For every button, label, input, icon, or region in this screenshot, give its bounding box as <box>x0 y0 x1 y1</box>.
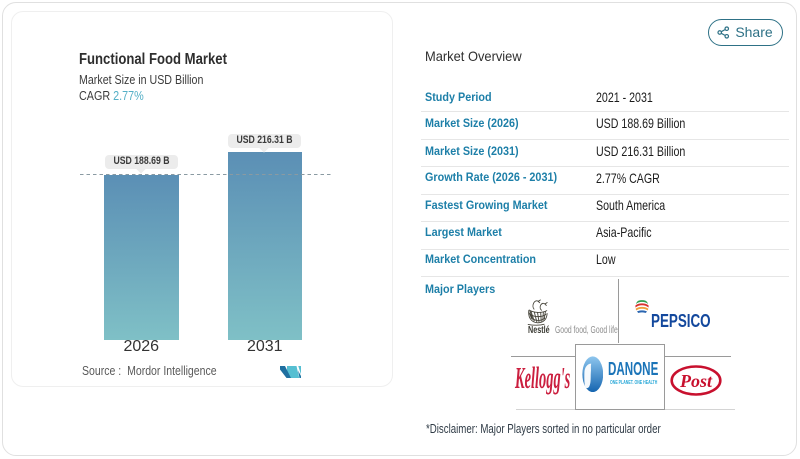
svg-text:Post: Post <box>678 371 712 391</box>
